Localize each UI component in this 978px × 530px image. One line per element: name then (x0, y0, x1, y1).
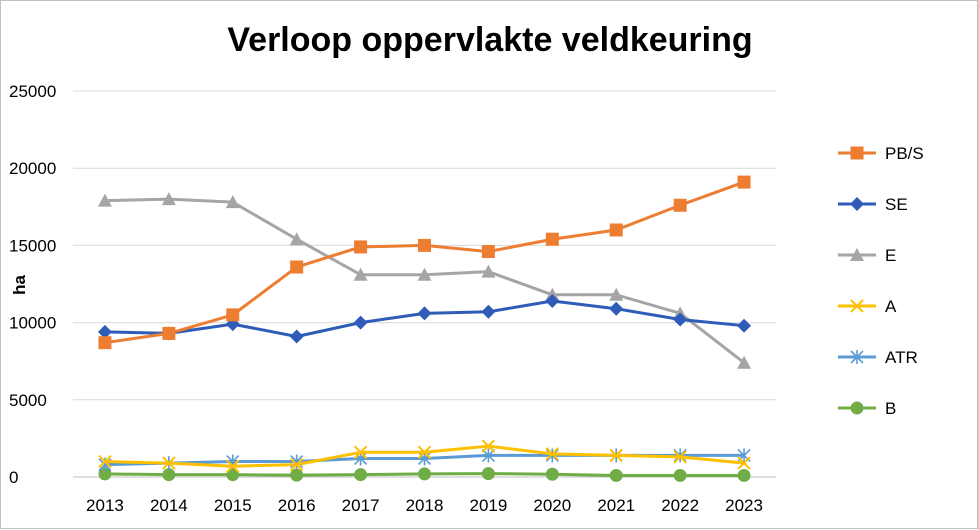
data-point-a (226, 459, 240, 473)
data-point-b (609, 468, 623, 482)
data-point-a (481, 439, 496, 453)
data-point-e (97, 193, 112, 207)
x-tick-label: 2018 (406, 496, 444, 515)
data-point-pb-s (226, 308, 240, 322)
x-tick-label: 2019 (469, 496, 507, 515)
data-point-b (290, 468, 304, 482)
y-tick-label: 5000 (9, 391, 47, 410)
data-point-e (289, 232, 304, 246)
data-point-b (226, 468, 240, 482)
data-point-a (162, 456, 176, 470)
legend-marker-a (850, 299, 864, 313)
legend-label-pb-s: PB/S (885, 144, 924, 163)
data-point-se (545, 293, 560, 308)
data-point-se (609, 301, 624, 316)
series-line-e (104, 197, 745, 364)
x-tick-label: 2020 (533, 496, 571, 515)
legend-marker-e (850, 248, 864, 261)
data-point-e (481, 264, 496, 278)
data-point-b (481, 467, 495, 481)
chart-title: Verloop oppervlakte veldkeuring (227, 21, 753, 59)
data-point-pb-s (609, 223, 623, 237)
x-tick-label: 2015 (214, 496, 252, 515)
data-point-e (161, 192, 176, 206)
y-tick-label: 15000 (9, 236, 56, 255)
data-point-se (289, 329, 304, 344)
data-point-pb-s (737, 175, 751, 189)
data-point-e (737, 355, 752, 369)
legend-marker-b (850, 401, 864, 415)
legend-marker-se (850, 197, 864, 211)
legend-marker-pb-s (850, 146, 864, 160)
legend-label-se: SE (885, 195, 908, 214)
data-point-pb-s (290, 260, 304, 274)
x-tick-label: 2013 (86, 496, 124, 515)
y-tick-label: 20000 (9, 159, 56, 178)
data-point-b (673, 468, 687, 482)
data-point-b (737, 468, 751, 482)
data-point-se (353, 315, 368, 330)
data-point-a (673, 450, 687, 464)
data-point-a (353, 445, 368, 460)
data-point-e (225, 195, 240, 209)
y-tick-label: 10000 (9, 314, 56, 333)
y-tick-label: 0 (9, 468, 18, 487)
legend-marker-atr (850, 350, 864, 364)
data-point-b (98, 467, 112, 481)
data-point-se (97, 324, 112, 339)
data-point-b (418, 467, 431, 481)
data-point-pb-s (418, 238, 431, 252)
legend-label-e: E (885, 246, 896, 265)
data-point-se (417, 306, 432, 321)
data-point-pb-s (673, 198, 687, 212)
x-tick-label: 2023 (725, 496, 763, 515)
data-point-se (481, 304, 496, 319)
data-point-a (545, 447, 560, 461)
data-point-pb-s (481, 245, 495, 259)
data-point-pb-s (98, 336, 112, 350)
x-tick-label: 2016 (278, 496, 316, 515)
data-point-a (289, 457, 304, 472)
data-point-e (609, 287, 624, 301)
x-tick-label: 2014 (150, 496, 188, 515)
data-point-atr (545, 448, 559, 463)
data-point-a (417, 445, 432, 460)
x-tick-label: 2022 (661, 496, 699, 515)
legend-label-a: A (885, 297, 897, 316)
data-point-b (162, 468, 176, 482)
legend-label-atr: ATR (885, 348, 918, 367)
data-point-se (737, 318, 752, 333)
data-point-a (737, 456, 751, 470)
data-point-a (98, 454, 112, 469)
data-point-atr (417, 451, 432, 466)
data-point-se (673, 312, 688, 327)
data-point-pb-s (354, 240, 368, 254)
data-point-atr (673, 448, 687, 463)
data-point-b (545, 467, 559, 481)
y-axis-label: ha (10, 275, 29, 295)
x-tick-label: 2017 (342, 496, 380, 515)
data-point-b (354, 468, 368, 482)
legend-label-b: B (885, 399, 896, 418)
data-point-e (353, 267, 368, 281)
data-point-a (609, 448, 623, 463)
x-tick-label: 2021 (597, 496, 635, 515)
data-point-e (417, 267, 432, 281)
data-point-pb-s (162, 326, 176, 340)
data-point-pb-s (545, 232, 559, 246)
y-tick-label: 25000 (9, 82, 56, 101)
